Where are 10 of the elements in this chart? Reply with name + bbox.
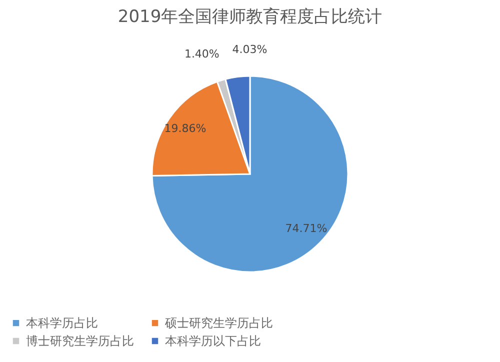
chart-title: 2019年全国律师教育程度占比统计 [118,7,382,27]
legend-label: 本科学历占比 [26,316,98,330]
data-label: 19.86% [164,122,206,136]
pie-slice [151,75,349,273]
data-label: 1.40% [184,47,220,60]
legend-label: 硕士研究生学历占比 [164,316,273,330]
legend-label: 博士研究生学历占比 [26,334,134,348]
data-label: 74.71% [285,222,328,236]
legend-label: 本科学历以下占比 [165,334,261,348]
data-label: 4.03% [232,43,268,56]
